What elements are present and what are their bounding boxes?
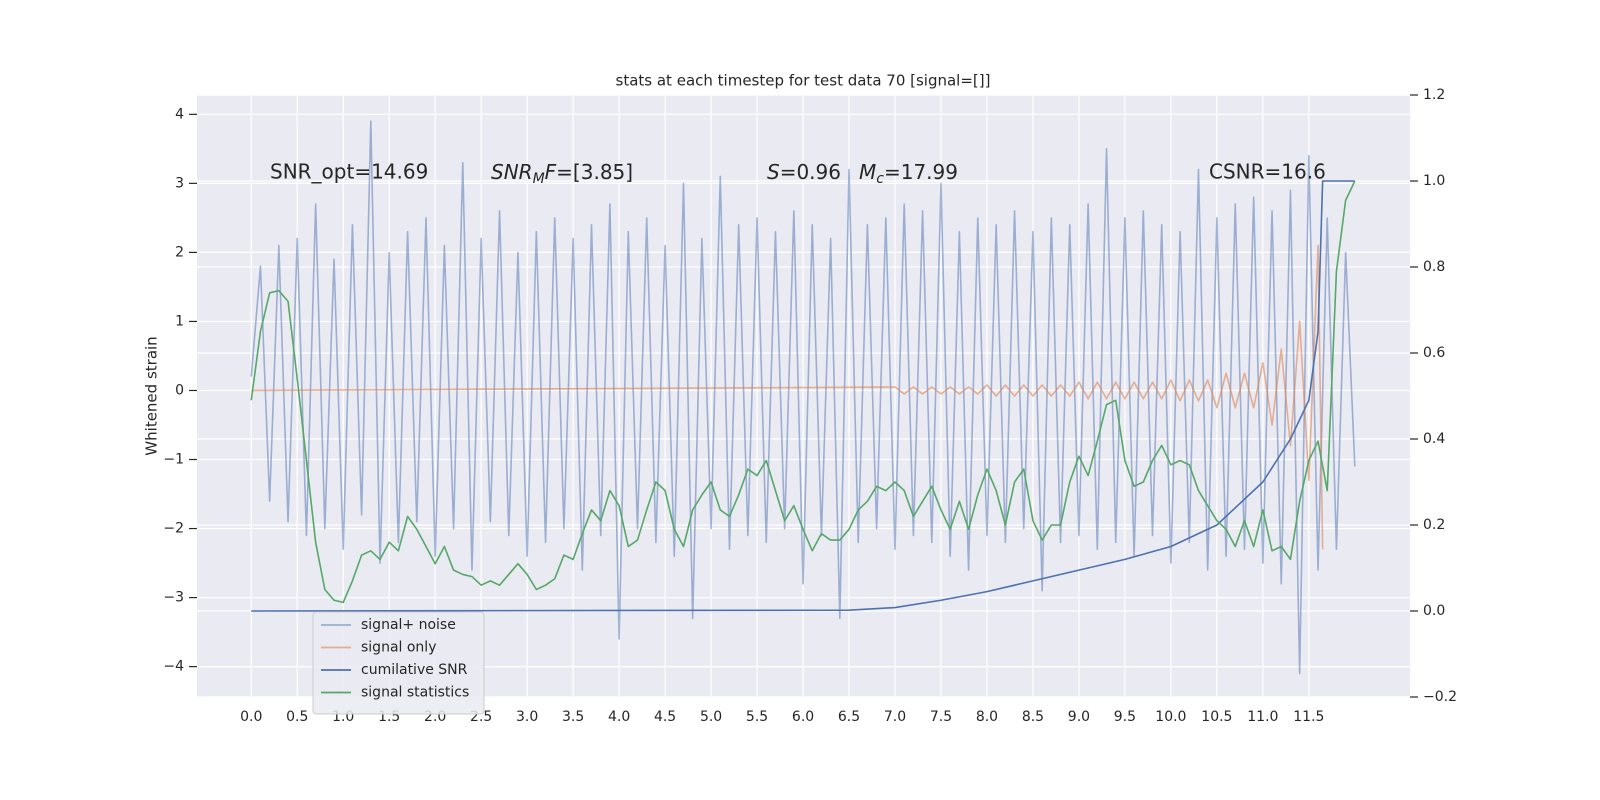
legend-label: signal statistics: [361, 685, 469, 701]
x-tick-label: 7.0: [884, 709, 906, 725]
chart-title: stats at each timestep for test data 70 …: [616, 72, 991, 90]
axes: 0.0 0.5 1.0 1.5 2.0 2.5 3.0 3.5 4.0 4.5 5.0 5.5 6.0 6…: [163, 87, 1457, 725]
y2-tick-label: 0.2: [1423, 517, 1445, 533]
annotation-part: =[3.85]: [556, 160, 633, 184]
y2-tick-label: −0.2: [1423, 689, 1457, 705]
x-tick-label: 11.0: [1247, 709, 1278, 725]
y2-tick-label: 0.8: [1423, 259, 1445, 275]
y-tick-label: 4: [175, 106, 184, 122]
x-tick-label: 9.5: [1114, 709, 1136, 725]
annotation-part: F: [545, 160, 557, 184]
x-tick-label: 8.0: [976, 709, 998, 725]
y2-tick-label: 0.4: [1423, 431, 1445, 447]
x-tick-label: 10.0: [1155, 709, 1186, 725]
annotation-part: S: [767, 160, 780, 184]
annotation: S=0.96: [767, 160, 841, 184]
x-tick-label: 5.5: [746, 709, 768, 725]
x-tick-label: 3.0: [516, 709, 538, 725]
y-tick-label: −1: [163, 452, 184, 468]
x-tick-label: 4.5: [654, 709, 676, 725]
legend: signal+ noise signal only cumilative SNR si…: [312, 611, 485, 715]
x-tick-label: 8.5: [1022, 709, 1044, 725]
annotation: SNR_opt=14.69: [270, 160, 428, 184]
x-tick-label: 6.0: [792, 709, 814, 725]
grid: [197, 94, 1410, 698]
y-tick-label: −4: [163, 659, 184, 675]
y-tick-label: 2: [175, 244, 184, 260]
annotation-part: =0.96: [780, 160, 841, 184]
series-line: [250, 180, 1356, 604]
annotation-part: M: [859, 160, 876, 184]
series-line: [251, 244, 1324, 550]
y-tick-label: −3: [163, 590, 184, 606]
x-tick-label: 4.0: [608, 709, 630, 725]
x-tick-label: 5.0: [700, 709, 722, 725]
x-tick-label: 10.5: [1201, 709, 1232, 725]
annotation-part: M: [533, 171, 545, 187]
legend-label: signal+ noise: [361, 617, 456, 633]
y-axis-label: Whitened strain: [143, 336, 161, 455]
series-line: [251, 180, 1355, 612]
series-line: [250, 120, 1356, 675]
x-tick-label: 11.5: [1293, 709, 1324, 725]
annotation: CSNR=16.6: [1209, 160, 1326, 184]
annotation: Mc=17.99: [859, 160, 958, 188]
y-tick-label: −2: [163, 521, 184, 537]
legend-box: [312, 611, 485, 715]
annotation-part: =17.99: [884, 160, 958, 184]
x-tick-label: 0.0: [240, 709, 262, 725]
y2-tick-label: 1.0: [1423, 173, 1445, 189]
x-tick-label: 9.0: [1068, 709, 1090, 725]
x-tick-label: 6.5: [838, 709, 860, 725]
x-tick-label: 3.5: [562, 709, 584, 725]
x-tick-label: 0.5: [286, 709, 308, 725]
legend-label: cumilative SNR: [361, 662, 468, 678]
y2-tick-label: 1.2: [1423, 87, 1445, 103]
x-tick-label: 7.5: [930, 709, 952, 725]
annotation-part: SNR: [491, 160, 533, 184]
y-tick-label: 3: [175, 175, 184, 191]
y-tick-label: 1: [175, 313, 184, 329]
annotation: SNRMF=[3.85]: [491, 160, 633, 188]
y-tick-label: 0: [175, 382, 184, 398]
marks: [250, 120, 1356, 675]
annotation-part: c: [876, 171, 884, 187]
legend-label: signal only: [361, 640, 436, 656]
y2-tick-label: 0.6: [1423, 345, 1445, 361]
y2-tick-label: 0.0: [1423, 603, 1445, 619]
